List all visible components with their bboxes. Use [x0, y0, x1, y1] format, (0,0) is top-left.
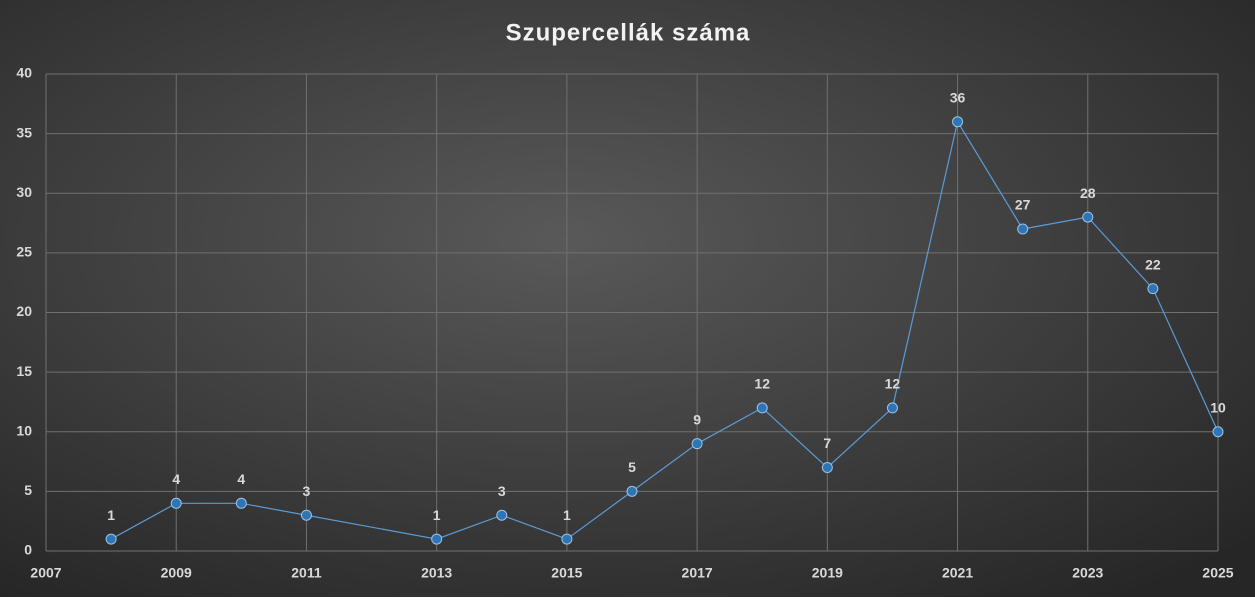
data-label: 1	[107, 507, 115, 523]
data-label: 28	[1080, 185, 1096, 201]
x-tick-label: 2021	[942, 565, 973, 581]
data-label: 27	[1015, 197, 1031, 213]
y-tick-label: 35	[16, 124, 32, 140]
data-label: 12	[885, 376, 901, 392]
x-tick-label: 2009	[161, 565, 192, 581]
chart-title: Szupercellák száma	[506, 19, 751, 46]
data-label: 3	[498, 483, 506, 499]
point	[1212, 426, 1224, 438]
point	[496, 509, 508, 521]
x-tick-label: 2023	[1072, 565, 1103, 581]
point	[1082, 211, 1094, 223]
point	[952, 116, 964, 128]
data-label: 5	[628, 459, 636, 475]
x-tick-label: 2019	[812, 565, 843, 581]
point	[105, 533, 117, 545]
data-label: 9	[693, 411, 701, 427]
data-label: 7	[823, 435, 831, 451]
y-tick-label: 30	[16, 184, 32, 200]
data-label: 22	[1145, 256, 1161, 272]
data-label: 1	[433, 507, 441, 523]
x-tick-label: 2015	[551, 565, 582, 581]
x-tick-label: 2017	[682, 565, 713, 581]
point	[300, 509, 312, 521]
data-label: 3	[303, 483, 311, 499]
data-label: 12	[754, 376, 770, 392]
x-tick-label: 2025	[1202, 565, 1233, 581]
point	[561, 533, 573, 545]
point	[1017, 223, 1029, 235]
data-label: 1	[563, 507, 571, 523]
y-tick-label: 15	[16, 363, 32, 379]
y-tick-label: 25	[16, 244, 32, 260]
point	[756, 402, 768, 414]
y-tick-label: 40	[16, 65, 32, 81]
point	[626, 485, 638, 497]
data-label: 10	[1210, 399, 1226, 415]
y-tick-label: 0	[24, 542, 32, 558]
x-tick-label: 2013	[421, 565, 452, 581]
data-label: 4	[172, 471, 180, 487]
point	[886, 402, 898, 414]
data-label: 36	[950, 89, 966, 105]
y-tick-label: 20	[16, 303, 32, 319]
x-tick-label: 2007	[30, 565, 61, 581]
x-tick-label: 2011	[291, 565, 322, 581]
data-label: 4	[237, 471, 245, 487]
point	[235, 497, 247, 509]
point	[691, 438, 703, 450]
y-tick-label: 5	[24, 482, 32, 498]
point	[170, 497, 182, 509]
point	[821, 462, 833, 474]
point	[431, 533, 443, 545]
y-tick-label: 10	[16, 422, 32, 438]
point	[1147, 283, 1159, 295]
